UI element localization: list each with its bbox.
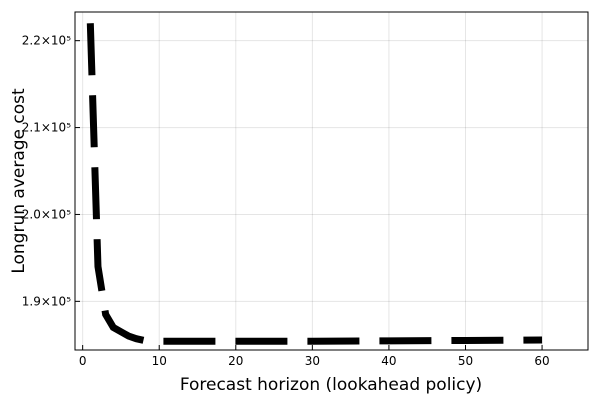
y-axis-label: Longrun average cost	[9, 88, 29, 274]
y-tick-label: 2.0×10⁵	[22, 207, 71, 221]
x-tick-label: 20	[228, 354, 243, 368]
x-tick-label: 10	[152, 354, 167, 368]
x-axis-label: Forecast horizon (lookahead policy)	[180, 375, 482, 395]
x-tick-label: 40	[381, 354, 396, 368]
y-tick-label: 2.1×10⁵	[22, 121, 71, 135]
x-tick-label: 60	[534, 354, 549, 368]
x-tick-label: 0	[79, 354, 87, 368]
plot-frame	[74, 11, 589, 351]
data-line	[86, 23, 543, 345]
y-tick-label: 1.9×10⁵	[22, 294, 71, 308]
x-tick-label: 50	[458, 354, 473, 368]
plot-area	[75, 12, 588, 350]
y-tick-label: 2.2×10⁵	[22, 34, 71, 48]
x-tick-label: 30	[305, 354, 320, 368]
